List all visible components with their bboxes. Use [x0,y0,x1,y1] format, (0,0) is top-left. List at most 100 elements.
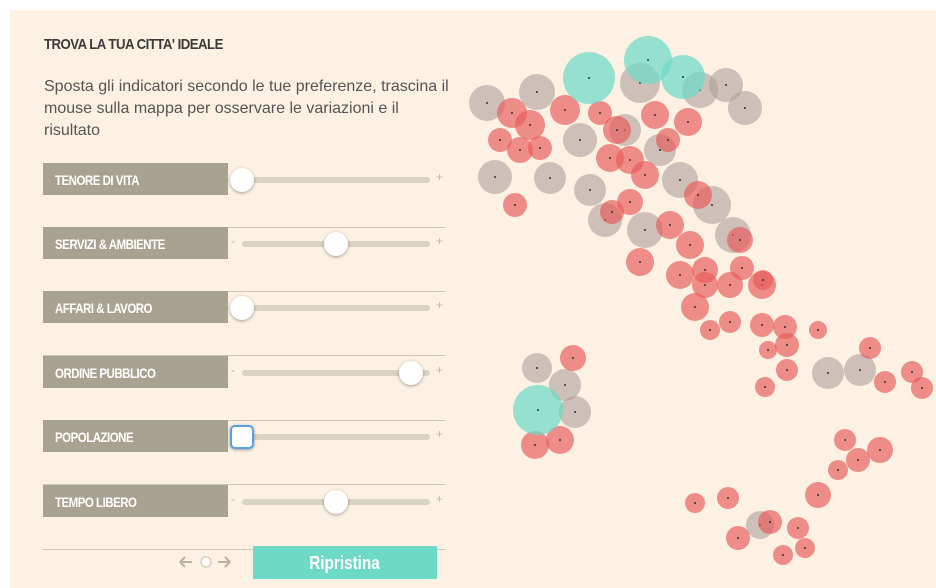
plus: + [436,234,444,248]
city-dot [911,371,913,373]
city-dot [644,229,646,231]
city-dot [639,261,641,263]
slider-track[interactable] [242,434,430,440]
city-dot [588,77,590,79]
city-dot [514,204,516,206]
slider-label: AFFARI & LAVORO [43,291,228,323]
city-dot [669,224,671,226]
slider-knob[interactable] [230,425,254,449]
city-dot [786,344,788,346]
reset-button[interactable]: Ripristina [253,546,437,579]
slider-knob[interactable] [399,361,423,385]
city-dot [654,114,656,116]
city-dot [689,244,691,246]
slider-row: POPOLAZIONE + [43,420,445,485]
slider-track[interactable] [242,370,430,376]
slider-label: TEMPO LIBERO [43,485,228,517]
city-dot [694,502,696,504]
city-dot [797,527,799,529]
city-dot [574,411,576,413]
city-dot [761,324,763,326]
city-dot [549,177,551,179]
city-dot [499,139,501,141]
slider-knob[interactable] [324,490,348,514]
minus: - [231,234,235,248]
city-finder: TROVA LA TUA CITTA' IDEALE Sposta gli in… [10,10,936,588]
slider-track[interactable] [242,305,430,311]
title: TROVA LA TUA CITTA' IDEALE [44,36,223,53]
city-dot [921,387,923,389]
city-dot [519,149,521,151]
city-dot [486,102,488,104]
minus: - [231,492,235,506]
label-text: POPOLAZIONE [55,429,134,445]
city-dot [827,372,829,374]
slider-label: POPOLAZIONE [43,420,228,452]
plus: + [436,427,444,441]
city-dot [564,109,566,111]
plus: + [436,298,444,312]
slider-label: TENORE DI VITA [43,163,228,195]
label-text: TENORE DI VITA [55,172,140,188]
plus: + [436,170,444,184]
city-dot [709,329,711,331]
city-dot [769,521,771,523]
description: Sposta gli indicatori secondo le tue pre… [44,78,449,139]
city-dot [644,174,646,176]
slider-row: TEMPO LIBERO - + [43,485,445,550]
nav-arrows[interactable] [178,551,234,573]
city-dot [764,386,766,388]
city-dot [609,157,611,159]
city-dot [859,369,861,371]
city-dot [879,449,881,451]
city-dot [537,409,539,411]
city-dot [687,121,689,123]
city-dot [704,269,706,271]
city-dot [784,326,786,328]
slider-row: SERVIZI & AMBIENTE - + [43,227,445,292]
city-dot [704,284,706,286]
city-dot [739,239,741,241]
city-dot [629,201,631,203]
city-dot [767,349,769,351]
city-dot [817,329,819,331]
city-dot [857,459,859,461]
city-dot [599,112,601,114]
city-dot [564,384,566,386]
city-dot [817,494,819,496]
city-dot [579,139,581,141]
label-text: SERVIZI & AMBIENTE [55,236,165,252]
city-dot [616,129,618,131]
label-text: TEMPO LIBERO [55,494,137,510]
city-dot [539,147,541,149]
city-dot [494,176,496,178]
city-dot [629,159,631,161]
plus: + [436,492,444,506]
city-dot [844,439,846,441]
bubble-map[interactable] [460,10,936,588]
slider-label: ORDINE PUBBLICO [43,356,228,388]
city-dot [679,274,681,276]
plus: + [436,363,444,377]
city-dot [804,547,806,549]
city-dot [869,347,871,349]
slider-knob[interactable] [230,296,254,320]
city-dot [511,112,513,114]
slider-knob[interactable] [230,168,254,192]
city-dot [729,284,731,286]
city-dot [737,537,739,539]
city-dot [682,76,684,78]
slider-knob[interactable] [324,232,348,256]
city-dot [786,369,788,371]
city-dot [572,357,574,359]
city-dot [611,211,613,213]
city-dot [725,84,727,86]
city-dot [729,321,731,323]
city-dot [559,439,561,441]
slider-track[interactable] [242,177,430,183]
city-dot [837,469,839,471]
city-dot [741,267,743,269]
city-dot [534,444,536,446]
slider-label: SERVIZI & AMBIENTE [43,227,228,259]
slider-row: ORDINE PUBBLICO - + [43,356,445,421]
